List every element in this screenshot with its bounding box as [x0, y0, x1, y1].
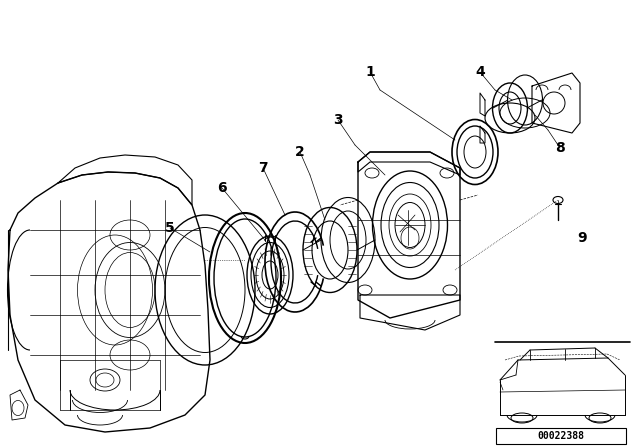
Text: 3: 3 — [333, 113, 343, 127]
Text: 1: 1 — [365, 65, 375, 79]
Text: 9: 9 — [577, 231, 587, 245]
Text: 6: 6 — [217, 181, 227, 195]
Text: 8: 8 — [555, 141, 565, 155]
Text: 00022388: 00022388 — [538, 431, 584, 441]
Text: 4: 4 — [475, 65, 485, 79]
Text: 7: 7 — [258, 161, 268, 175]
Text: 2: 2 — [295, 145, 305, 159]
Bar — [496, 428, 626, 444]
Text: 5: 5 — [165, 221, 175, 235]
